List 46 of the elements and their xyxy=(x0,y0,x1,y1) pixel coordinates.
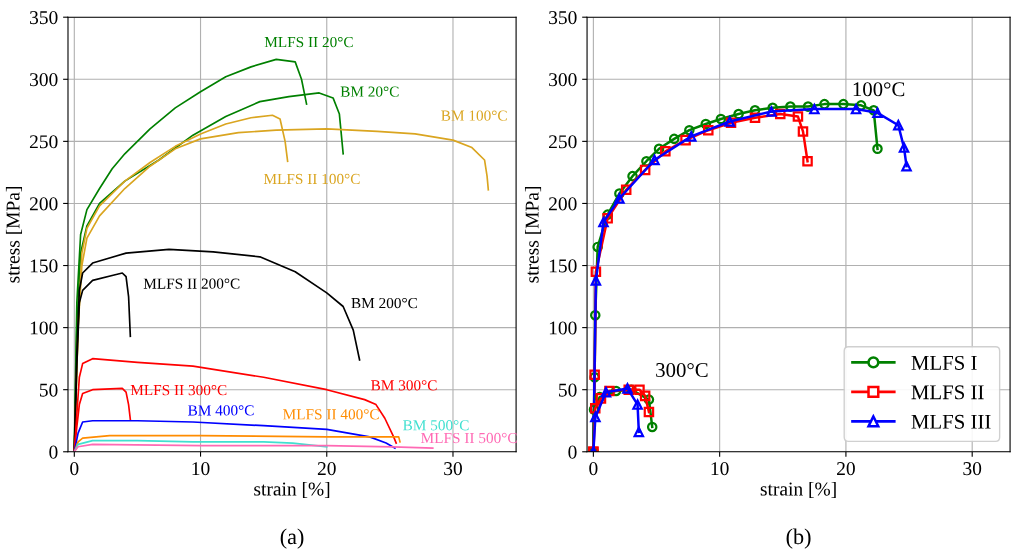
series-label: BM 400°C xyxy=(188,405,254,416)
annotation: 300°C xyxy=(656,362,708,378)
series-label: BM 100°C xyxy=(441,110,507,121)
series-label: MLFS II 400°C xyxy=(283,409,379,420)
text: (b) xyxy=(786,528,811,549)
x-tick-label: 20 xyxy=(317,462,336,476)
y-tick-label: 300 xyxy=(30,73,58,87)
x-tick-label: 30 xyxy=(444,462,462,476)
series-label: MLFS II 100°C xyxy=(263,173,360,185)
text: BM 500°C xyxy=(403,420,469,431)
y-tick-label: 150 xyxy=(549,259,577,273)
y-tick-label: 0 xyxy=(49,445,58,459)
x-axis-title: strain [%] xyxy=(254,481,330,498)
series-label: BM 300°C xyxy=(371,380,437,391)
y-tick-label: 350 xyxy=(30,11,58,25)
y-tick-label: 200 xyxy=(549,197,577,211)
legend-label: MLFS II xyxy=(911,385,984,400)
y-tick-label: 100 xyxy=(549,321,577,335)
x-axis-title: strain [%] xyxy=(760,481,836,498)
x-tick-label: 30 xyxy=(963,462,982,476)
y-tick-label: 300 xyxy=(549,73,577,87)
y-tick-label: 50 xyxy=(39,383,58,397)
x-tick-label: 0 xyxy=(589,462,598,476)
series-label: MLFS II 300°C xyxy=(130,384,227,396)
y-tick-label: 150 xyxy=(30,259,58,273)
y-axis-title: stress [MPa] xyxy=(5,187,23,283)
y-tick-label: 250 xyxy=(29,135,58,149)
series-label: BM 200°C xyxy=(351,297,417,309)
legend-label: MLFS I xyxy=(911,355,977,370)
legend-label: MLFS III xyxy=(911,414,991,429)
annotation: 100°C xyxy=(853,82,905,97)
series-label: MLFS II 200°C xyxy=(143,278,240,289)
x-tick-label: 20 xyxy=(837,462,855,476)
y-tick-label: 100 xyxy=(30,321,58,335)
x-tick-label: 10 xyxy=(711,462,729,476)
y-tick-label: 50 xyxy=(559,383,577,397)
text: (a) xyxy=(280,528,304,549)
y-tick-label: 0 xyxy=(568,445,577,459)
series-label: MLFS II 20°C xyxy=(264,36,353,48)
series-label: BM 20°C xyxy=(340,86,399,97)
y-tick-label: 200 xyxy=(29,197,58,211)
y-tick-label: 350 xyxy=(549,11,577,25)
x-tick-label: 0 xyxy=(70,462,79,476)
x-tick-label: 10 xyxy=(192,462,210,476)
y-tick-label: 250 xyxy=(549,135,577,149)
y-axis-title: stress [MPa] xyxy=(524,187,542,283)
